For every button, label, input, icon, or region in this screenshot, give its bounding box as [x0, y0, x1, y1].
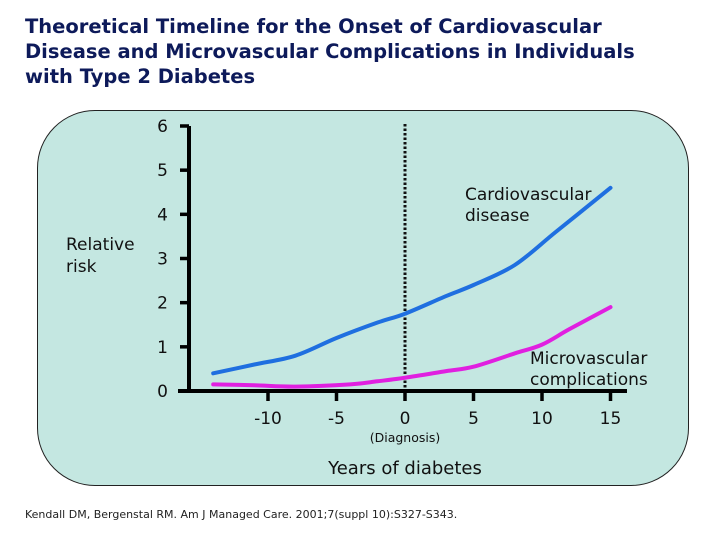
cardiovascular-disease-line: [211, 185, 613, 376]
slide-title-line-3: with Type 2 Diabetes: [25, 65, 256, 88]
x-axis-label: Years of diabetes: [327, 458, 482, 479]
slide-title-line-1: Theoretical Timeline for the Onset of Ca…: [25, 15, 602, 38]
cardiovascular-series-label-line-1: Cardiovascular: [465, 185, 591, 205]
x-tick-label: 0: [400, 409, 411, 429]
microvascular-complications-line: [211, 305, 613, 389]
series-group: [211, 185, 613, 389]
y-tick-label: 1: [157, 338, 168, 358]
y-tick-label: 3: [157, 250, 168, 270]
y-tick-label: 6: [157, 117, 168, 137]
labels-group: Relative risk (Diagnosis) Years of diabe…: [66, 185, 648, 479]
x-tick-label: 10: [531, 409, 553, 429]
slide-title: Theoretical Timeline for the Onset of Ca…: [25, 14, 720, 89]
y-tick-label: 0: [157, 382, 168, 402]
cardiovascular-series-label-line-2: disease: [465, 206, 530, 226]
diagnosis-label: (Diagnosis): [370, 430, 441, 445]
x-tick-label: 5: [468, 409, 479, 429]
x-tick-label: -5: [328, 409, 345, 429]
y-tick-label: 4: [157, 205, 168, 225]
axes: 0 1 2 3 4 5 6 -10 -5 0 5 10 15: [157, 117, 627, 429]
chart-panel: [37, 110, 689, 486]
x-tick-label: 15: [600, 409, 622, 429]
y-axis-label-line-1: Relative: [66, 235, 135, 255]
citation: Kendall DM, Bergenstal RM. Am J Managed …: [25, 508, 458, 521]
y-tick-label: 5: [157, 161, 168, 181]
x-tick-label: -10: [254, 409, 282, 429]
microvascular-series-label-line-2: complications: [530, 370, 648, 390]
slide-title-line-2: Disease and Microvascular Complications …: [25, 40, 635, 63]
microvascular-series-label-line-1: Microvascular: [530, 349, 647, 369]
y-axis-label-line-2: risk: [66, 257, 97, 277]
y-tick-label: 2: [157, 294, 168, 314]
